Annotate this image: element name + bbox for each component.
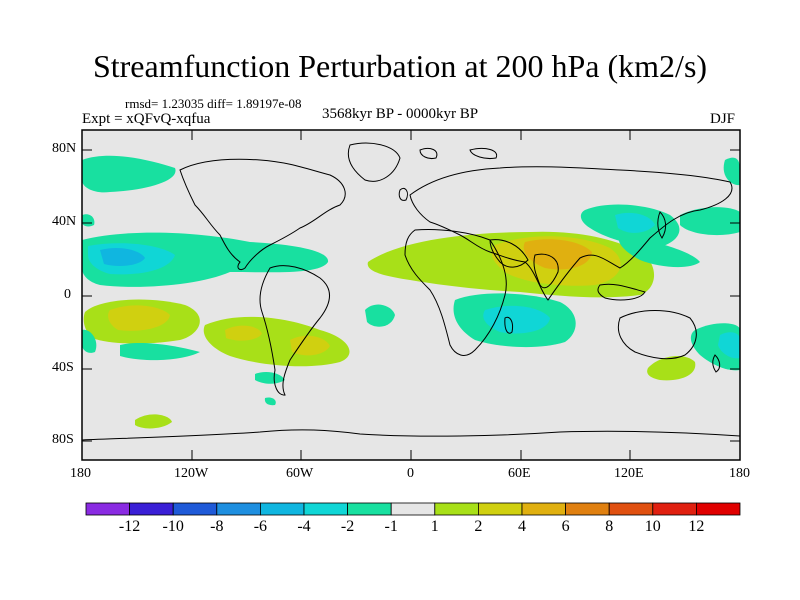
coastline [597, 283, 646, 301]
coastlines [82, 142, 740, 441]
colorbar-swatch [347, 502, 392, 516]
colorbar [85, 502, 741, 516]
contour-region [523, 239, 592, 270]
colorbar-label: -1 [384, 518, 398, 535]
colorbar-swatch [172, 502, 218, 516]
colorbar-label: -8 [210, 518, 224, 535]
stats-line: rmsd= 1.23035 diff= 1.89197e-08 [125, 96, 302, 111]
contour-region [264, 397, 276, 406]
colorbar-label: -12 [118, 518, 141, 535]
colorbar-label: 1 [430, 518, 439, 535]
lat-label-80s: 80S [52, 432, 74, 447]
season-label: DJF [710, 111, 736, 127]
contour-region [290, 335, 330, 356]
lon-ticks [81, 130, 741, 460]
contour-region [255, 372, 285, 384]
contour-region [718, 332, 740, 359]
colorbar-swatch [608, 502, 654, 516]
colorbar-swatch [434, 502, 479, 516]
colorbar-label: 8 [605, 518, 614, 535]
coastline [533, 253, 559, 289]
coastline [489, 239, 529, 268]
colorbar-label: 4 [518, 518, 526, 535]
colorbar-label: 6 [561, 518, 570, 535]
lat-label-0: 0 [64, 287, 71, 302]
contour-region [365, 304, 395, 327]
coastline [504, 316, 513, 334]
colorbar-swatch [85, 502, 130, 516]
map-panel [82, 130, 740, 460]
coastline [259, 265, 330, 396]
colorbar-swatch [477, 502, 523, 516]
colorbar-swatch [652, 502, 697, 516]
colorbar-swatch [303, 502, 348, 516]
contour-region [723, 157, 740, 186]
coastline [469, 147, 498, 159]
coastline [82, 429, 740, 441]
colorbar-swatch [696, 502, 741, 516]
contour-region [225, 325, 262, 341]
coastline [419, 147, 438, 159]
colorbar-label: 2 [474, 518, 483, 535]
experiment-line: Expt = xQFvQ-xqfua [82, 111, 211, 127]
contour-region [483, 305, 550, 334]
contour-region [120, 342, 200, 361]
lon-label-60w: 60W [286, 466, 314, 481]
lon-label-120e: 120E [614, 466, 644, 481]
coastline [617, 310, 697, 360]
contour-region [82, 155, 176, 193]
lat-label-40s: 40S [52, 360, 74, 375]
colorbar-label: -4 [297, 518, 311, 535]
lon-label-180e: 180 [729, 466, 750, 481]
coastline [712, 354, 721, 373]
contour-region [108, 305, 170, 331]
colorbar-label: -2 [340, 518, 355, 535]
coastline [657, 211, 667, 239]
plot-title: Streamfunction Perturbation at 200 hPa (… [92, 48, 708, 84]
colorbar-label: -10 [162, 518, 184, 535]
colorbar-swatch [259, 502, 305, 516]
coastline [409, 166, 733, 301]
colorbar-swatch [216, 502, 261, 516]
contour-fills [82, 155, 740, 429]
coastline [398, 187, 408, 201]
lon-label-120w: 120W [174, 466, 209, 481]
lat-label-80n: 80N [52, 141, 77, 156]
period-line: 3568kyr BP - 0000kyr BP [322, 106, 479, 122]
contour-region [135, 414, 172, 429]
contour-region [618, 235, 700, 268]
lon-label-180w: 180 [70, 466, 91, 481]
lat-label-40n: 40N [52, 214, 77, 229]
contour-region [615, 212, 655, 233]
contour-region [647, 356, 696, 381]
contour-region [680, 207, 740, 236]
colorbar-swatch [565, 502, 610, 516]
colorbar-swatch [129, 502, 174, 516]
colorbar-label: -6 [253, 518, 268, 535]
coastline [179, 158, 346, 271]
contour-region [100, 247, 145, 266]
lon-label-0: 0 [407, 466, 414, 481]
coastline [347, 142, 401, 182]
colorbar-swatch [390, 502, 436, 516]
lat-ticks [82, 149, 740, 442]
lon-label-60e: 60E [508, 466, 531, 481]
colorbar-label: 12 [688, 518, 705, 535]
contour-region [82, 329, 97, 353]
colorbar-label: 10 [644, 518, 661, 535]
colorbar-swatch [521, 502, 566, 516]
